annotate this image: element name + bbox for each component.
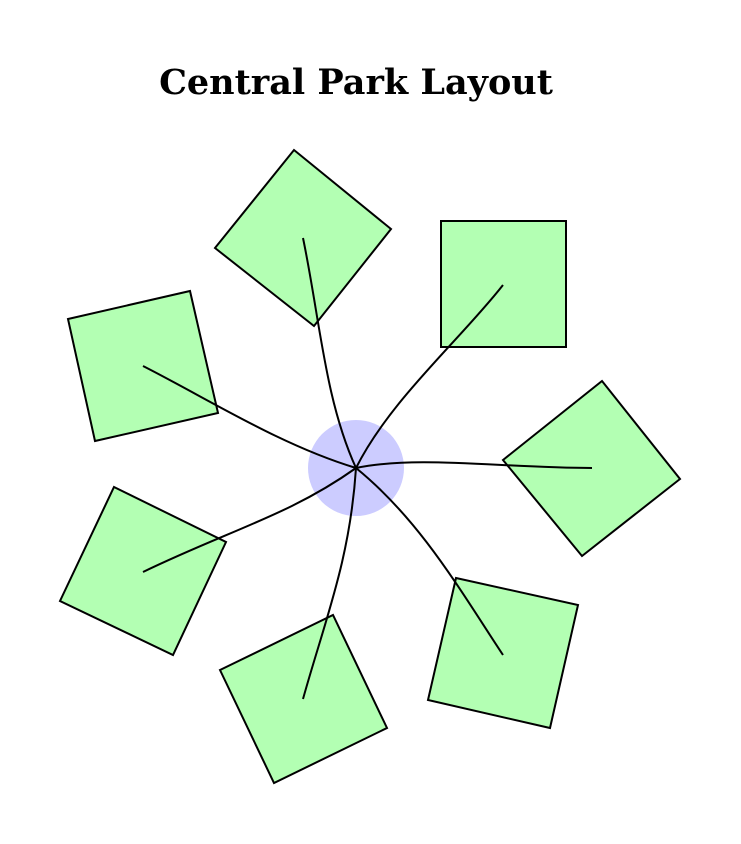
block-north-path bbox=[302, 237, 357, 469]
block-south bbox=[426, 576, 580, 730]
block-northwest-path bbox=[142, 365, 357, 469]
block-northeast bbox=[440, 220, 567, 348]
block-east-path bbox=[355, 461, 593, 469]
paths-layer bbox=[142, 237, 593, 700]
block-south-path bbox=[355, 467, 504, 656]
diagram-title: Central Park Layout bbox=[159, 62, 553, 103]
block-southwest-path bbox=[302, 467, 357, 700]
block-west-path bbox=[142, 467, 357, 573]
block-northeast-path bbox=[355, 284, 504, 469]
